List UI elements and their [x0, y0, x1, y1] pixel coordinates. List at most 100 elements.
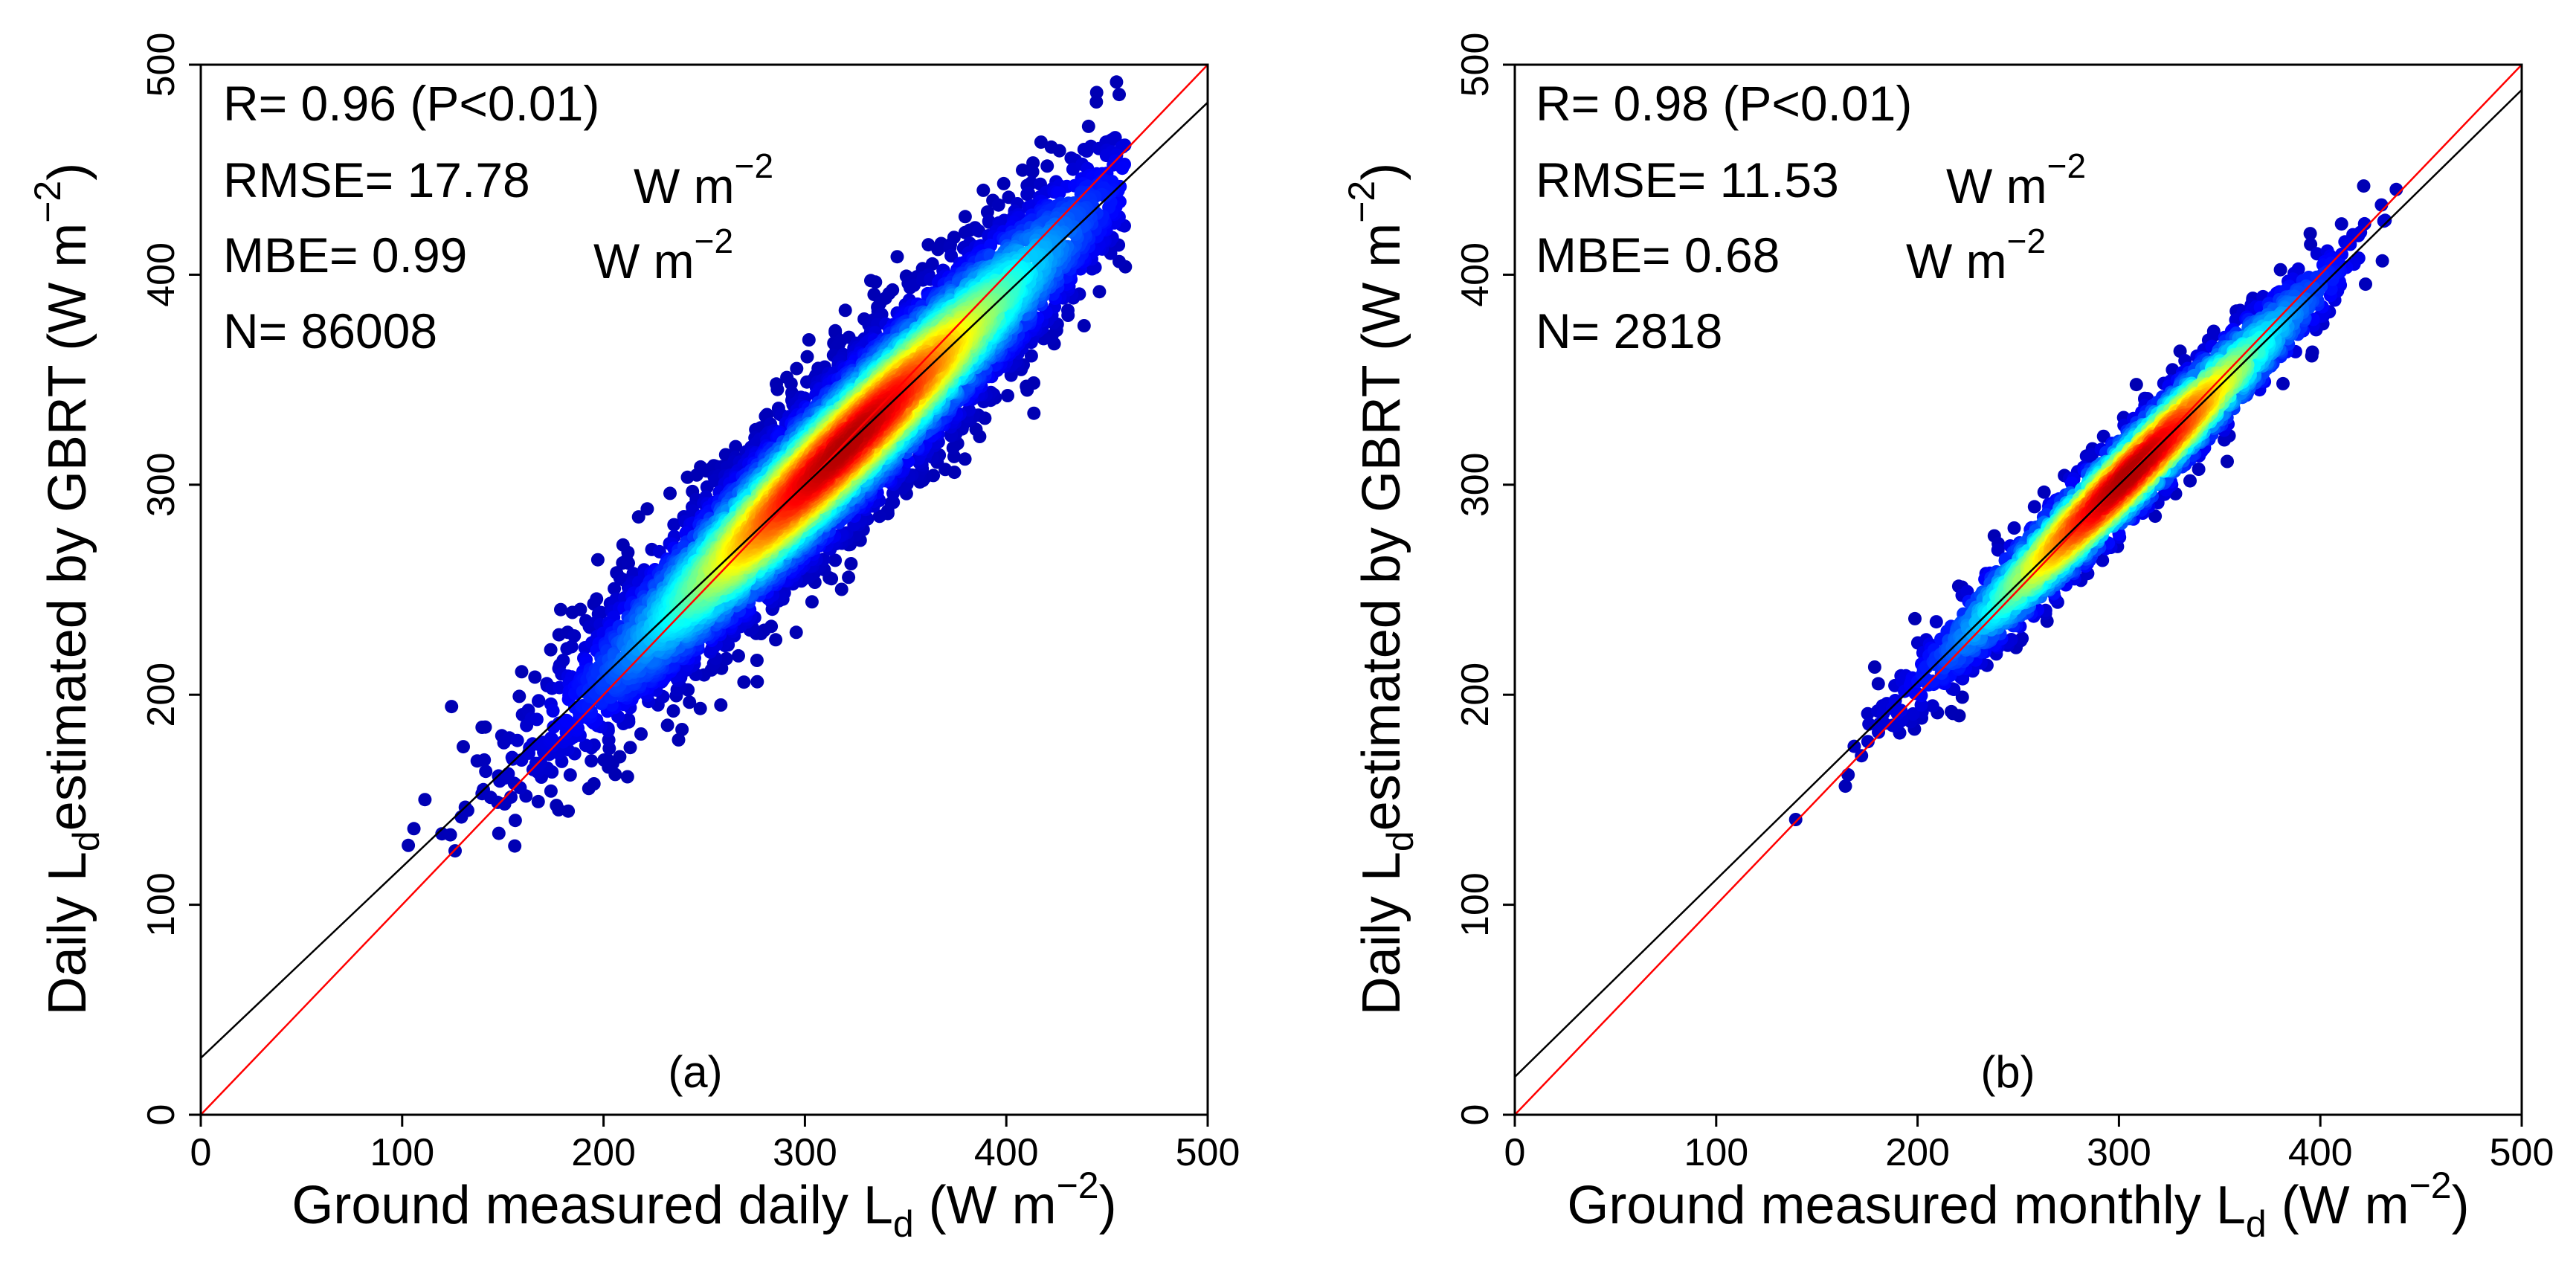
scatter-point — [529, 712, 544, 727]
scatter-point — [1089, 86, 1104, 100]
scatter-point — [958, 452, 972, 466]
scatter-point — [890, 250, 904, 264]
scatter-point — [507, 776, 521, 791]
scatter-point — [800, 350, 814, 364]
scatter-point — [828, 553, 843, 567]
scatter-point — [958, 210, 972, 224]
scatter-point — [531, 794, 545, 808]
scatter-point — [1022, 186, 1036, 200]
scatter-point — [834, 582, 849, 596]
scatter-point — [559, 713, 573, 727]
scatter-point — [1052, 144, 1066, 158]
scatter-point — [579, 738, 593, 753]
scatter-point — [1027, 406, 1041, 420]
scatter-point — [925, 257, 939, 271]
scatter-point — [532, 694, 545, 708]
scatter-point — [976, 183, 991, 197]
scatter-point — [528, 670, 542, 684]
scatter-point — [550, 799, 564, 813]
scatter-point — [1077, 319, 1091, 332]
scatter-point — [534, 756, 548, 770]
scatter-point — [590, 553, 605, 567]
scatter-point — [789, 625, 803, 640]
scatter-point — [544, 643, 558, 657]
scatter-point — [1052, 186, 1066, 200]
scatter-point — [1089, 95, 1104, 109]
scatter-point — [1115, 161, 1130, 176]
scatter-point — [931, 242, 945, 257]
scatter-point — [634, 727, 648, 741]
scatter-point — [714, 698, 728, 712]
scatter-point — [1040, 159, 1054, 173]
scatter-point — [666, 704, 680, 718]
scatter-point — [683, 695, 697, 709]
scatter-point — [1020, 379, 1034, 393]
scatter-point — [719, 651, 733, 666]
scatter-point — [508, 839, 522, 853]
scatter-point — [443, 828, 457, 842]
scatter-point — [1112, 254, 1126, 268]
scatter-point — [640, 502, 654, 516]
scatter-point — [457, 740, 470, 754]
scatter-point — [585, 754, 599, 768]
scatter-point — [483, 791, 498, 805]
scatter-point — [844, 557, 858, 570]
scatter-point — [750, 675, 764, 689]
scatter-point — [667, 518, 681, 532]
scatter-point — [869, 275, 883, 289]
scatter-point — [1092, 285, 1107, 299]
scatter-point — [477, 753, 492, 767]
scatter-point — [946, 441, 960, 455]
scatter-point — [1016, 163, 1029, 177]
panel-a-scatter-points — [402, 75, 1133, 858]
scatter-point — [1105, 132, 1119, 147]
scatter-point — [622, 556, 635, 570]
scatter-point — [872, 509, 886, 524]
scatter-point — [996, 176, 1011, 190]
scatter-point — [750, 654, 764, 667]
scatter-point — [597, 753, 611, 767]
scatter-point — [842, 570, 856, 585]
scatter-point — [515, 665, 529, 679]
scatter-point — [479, 764, 493, 779]
scatter-point — [802, 333, 816, 347]
scatter-point — [1024, 349, 1038, 363]
scatter-point — [554, 602, 567, 616]
scatter-point — [1112, 88, 1126, 102]
scatter-point — [573, 602, 587, 616]
scatter-point — [407, 822, 421, 836]
scatter-point — [622, 712, 636, 727]
scatter-point — [1081, 119, 1095, 133]
scatter-point — [1034, 135, 1048, 149]
scatter-point — [587, 777, 601, 791]
scatter-point — [544, 731, 558, 745]
scatter-point — [769, 633, 783, 647]
scatter-point — [693, 701, 707, 715]
scatter-point — [1025, 165, 1040, 178]
scatter-point — [402, 838, 416, 852]
scatter-point — [631, 510, 645, 524]
scatter-point — [508, 814, 522, 828]
scatter-point — [418, 793, 432, 807]
scatter-point — [567, 629, 582, 643]
scatter-point — [737, 675, 751, 689]
scatter-point — [613, 750, 627, 764]
scatter-point — [620, 770, 634, 784]
scatter-point — [663, 486, 677, 500]
scatter-point — [660, 718, 674, 733]
scatter-point — [608, 582, 622, 596]
scatter-point — [838, 303, 852, 318]
scatter-point — [732, 648, 745, 663]
scatter-point — [790, 361, 804, 376]
scatter-point — [991, 198, 1005, 212]
scatter-point — [1080, 144, 1094, 158]
scatter-point — [546, 704, 560, 718]
scatter-point — [1061, 303, 1075, 318]
scatter-point — [1001, 389, 1014, 402]
scatter-point — [770, 382, 785, 396]
scatter-point — [563, 768, 577, 782]
scatter-point — [675, 723, 689, 736]
scatter-point — [564, 640, 579, 654]
